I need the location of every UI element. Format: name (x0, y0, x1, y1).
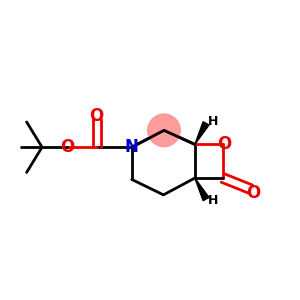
Text: O: O (217, 135, 231, 153)
Polygon shape (195, 122, 209, 144)
Text: H: H (208, 194, 218, 207)
Text: O: O (60, 138, 74, 156)
Text: H: H (208, 116, 218, 128)
Text: O: O (247, 184, 261, 202)
Text: O: O (90, 107, 104, 125)
Circle shape (148, 114, 180, 147)
Text: N: N (125, 138, 139, 156)
Polygon shape (195, 178, 209, 201)
